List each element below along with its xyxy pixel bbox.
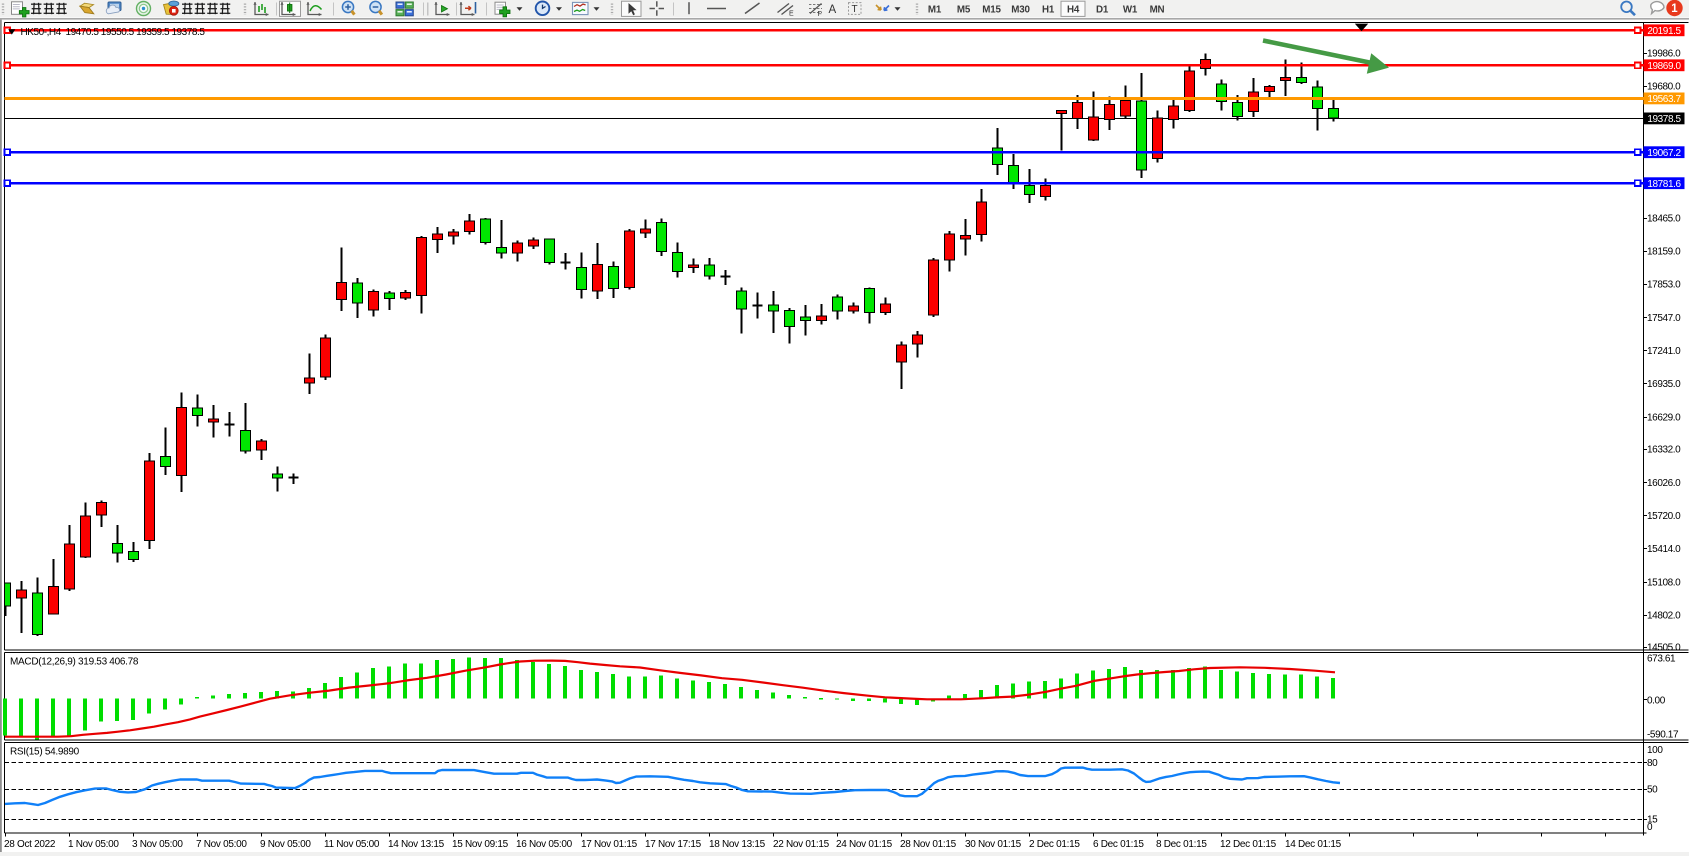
svg-text:M1: M1 xyxy=(928,4,942,15)
svg-text:0: 0 xyxy=(1647,822,1653,833)
svg-text:MN: MN xyxy=(1150,4,1165,15)
svg-text:14 Dec 01:15: 14 Dec 01:15 xyxy=(1285,839,1342,850)
svg-text:20191.5: 20191.5 xyxy=(1647,26,1681,37)
svg-text:50: 50 xyxy=(1647,784,1658,795)
svg-text:9 Nov 05:00: 9 Nov 05:00 xyxy=(260,839,311,850)
svg-text:28 Oct 2022: 28 Oct 2022 xyxy=(4,839,56,850)
svg-text:2 Dec 01:15: 2 Dec 01:15 xyxy=(1029,839,1080,850)
svg-text:18 Nov 13:15: 18 Nov 13:15 xyxy=(709,839,766,850)
svg-text:673.61: 673.61 xyxy=(1647,654,1676,665)
svg-text:80: 80 xyxy=(1647,758,1658,769)
svg-text:16332.0: 16332.0 xyxy=(1647,445,1681,456)
svg-text:18781.6: 18781.6 xyxy=(1647,179,1681,190)
svg-text:17 Nov 17:15: 17 Nov 17:15 xyxy=(645,839,702,850)
svg-text:19563.7: 19563.7 xyxy=(1647,94,1681,105)
svg-text:19378.5: 19378.5 xyxy=(1647,114,1681,125)
svg-text:17853.0: 17853.0 xyxy=(1647,280,1681,291)
svg-text:18159.0: 18159.0 xyxy=(1647,247,1681,258)
svg-text:19067.2: 19067.2 xyxy=(1647,148,1681,159)
svg-text:6 Dec 01:15: 6 Dec 01:15 xyxy=(1093,839,1144,850)
svg-text:M30: M30 xyxy=(1011,4,1030,15)
svg-text:7 Nov 05:00: 7 Nov 05:00 xyxy=(196,839,247,850)
svg-text:0.00: 0.00 xyxy=(1647,695,1666,706)
svg-text:W1: W1 xyxy=(1123,4,1138,15)
svg-text:M5: M5 xyxy=(957,4,971,15)
svg-text:11 Nov 05:00: 11 Nov 05:00 xyxy=(324,839,380,850)
svg-text:28 Nov 01:15: 28 Nov 01:15 xyxy=(900,839,957,850)
svg-text:15720.0: 15720.0 xyxy=(1647,511,1681,522)
svg-text:24 Nov 01:15: 24 Nov 01:15 xyxy=(836,839,893,850)
svg-text:15 Nov 09:15: 15 Nov 09:15 xyxy=(452,839,509,850)
svg-text:16 Nov 05:00: 16 Nov 05:00 xyxy=(516,839,573,850)
svg-text:19986.0: 19986.0 xyxy=(1647,48,1681,59)
svg-text:H4: H4 xyxy=(1067,4,1080,15)
svg-text:M15: M15 xyxy=(982,4,1001,15)
svg-text:8 Dec 01:15: 8 Dec 01:15 xyxy=(1156,839,1207,850)
svg-text:T: T xyxy=(852,4,858,15)
svg-text:17241.0: 17241.0 xyxy=(1647,346,1681,357)
svg-text:19680.0: 19680.0 xyxy=(1647,82,1681,93)
svg-text:F: F xyxy=(818,11,822,18)
svg-text:RSI(15) 54.9890: RSI(15) 54.9890 xyxy=(10,747,80,758)
svg-text:22 Nov 01:15: 22 Nov 01:15 xyxy=(773,839,830,850)
svg-text:17 Nov 01:15: 17 Nov 01:15 xyxy=(581,839,638,850)
svg-text:15414.0: 15414.0 xyxy=(1647,544,1681,555)
svg-text:17547.0: 17547.0 xyxy=(1647,313,1681,324)
svg-text:30 Nov 01:15: 30 Nov 01:15 xyxy=(965,839,1022,850)
svg-text:D1: D1 xyxy=(1096,4,1109,15)
svg-text:MACD(12,26,9) 319.53 406.78: MACD(12,26,9) 319.53 406.78 xyxy=(10,657,139,668)
svg-text:16026.0: 16026.0 xyxy=(1647,478,1681,489)
svg-text:18465.0: 18465.0 xyxy=(1647,213,1681,224)
svg-text:E: E xyxy=(789,10,794,17)
svg-text:15: 15 xyxy=(1647,815,1658,826)
svg-text:14802.0: 14802.0 xyxy=(1647,611,1681,622)
svg-text:12 Dec 01:15: 12 Dec 01:15 xyxy=(1220,839,1277,850)
svg-text:3 Nov 05:00: 3 Nov 05:00 xyxy=(132,839,183,850)
svg-text:HK50-,H4 19470.5 19550.5 1935: HK50-,H4 19470.5 19550.5 19359.5 19378.5 xyxy=(21,27,206,38)
svg-text:H1: H1 xyxy=(1042,4,1055,15)
svg-text:16935.0: 16935.0 xyxy=(1647,379,1681,390)
svg-text:15108.0: 15108.0 xyxy=(1647,577,1681,588)
svg-text:-590.17: -590.17 xyxy=(1647,729,1679,740)
svg-text:14505.0: 14505.0 xyxy=(1647,643,1681,654)
svg-text:100: 100 xyxy=(1647,745,1663,756)
svg-text:1 Nov 05:00: 1 Nov 05:00 xyxy=(68,839,119,850)
svg-text:14 Nov 13:15: 14 Nov 13:15 xyxy=(388,839,445,850)
svg-text:A: A xyxy=(829,4,837,16)
svg-text:19869.0: 19869.0 xyxy=(1647,61,1681,72)
svg-text:16629.0: 16629.0 xyxy=(1647,412,1681,423)
svg-text:1: 1 xyxy=(1671,3,1678,15)
